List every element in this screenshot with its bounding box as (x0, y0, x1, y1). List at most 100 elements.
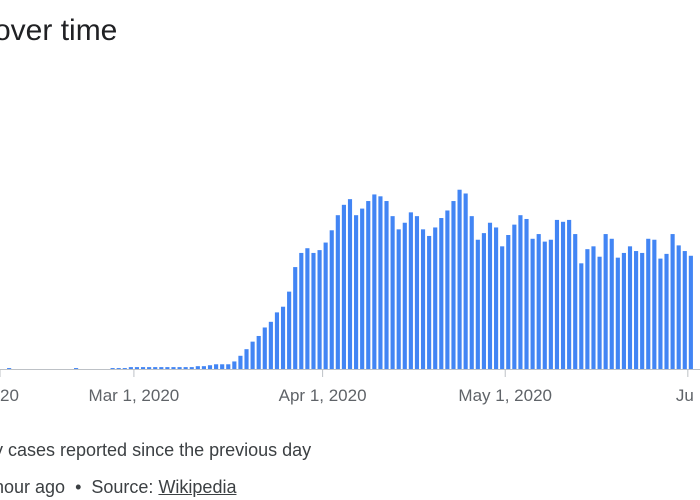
bar-day-100[interactable] (603, 234, 608, 369)
bar-day-104[interactable] (627, 246, 633, 369)
bar-day-66[interactable] (396, 229, 401, 369)
bar-day-62[interactable] (372, 194, 377, 369)
bar-day-63[interactable] (378, 196, 383, 369)
bar-day-81[interactable] (487, 222, 493, 369)
bar-day-31[interactable] (183, 367, 188, 369)
bar-day-88[interactable] (530, 238, 535, 369)
bar-day-74[interactable] (445, 210, 450, 369)
bar-day-39[interactable] (232, 361, 237, 369)
bar-day-80[interactable] (481, 233, 486, 369)
bar-day-85[interactable] (512, 224, 517, 369)
bar-day-98[interactable] (591, 246, 596, 369)
bar-day-75[interactable] (451, 201, 456, 369)
bar-day-30[interactable] (177, 367, 182, 369)
bar-day-84[interactable] (506, 235, 511, 369)
bar-day-92[interactable] (554, 219, 560, 369)
bar-day-34[interactable] (201, 366, 206, 369)
bar-day-93[interactable] (560, 221, 566, 369)
bar-day-2[interactable] (7, 368, 12, 369)
bar-day-52[interactable] (311, 252, 316, 369)
bar-day-90[interactable] (542, 241, 547, 369)
bar-day-21[interactable] (122, 368, 127, 369)
x-tick-label: May 1, 2020 (458, 386, 552, 405)
bar-day-13[interactable] (74, 368, 79, 369)
bar-day-28[interactable] (165, 367, 170, 369)
bar-day-58[interactable] (347, 199, 353, 369)
bar-day-77[interactable] (463, 193, 468, 369)
bar-day-49[interactable] (293, 267, 298, 369)
bar-day-70[interactable] (420, 229, 426, 369)
bar-day-114[interactable] (688, 255, 693, 369)
bar-day-45[interactable] (268, 321, 273, 369)
bar-day-55[interactable] (329, 230, 334, 369)
bar-day-42[interactable] (250, 341, 255, 369)
bar-day-54[interactable] (323, 242, 328, 369)
bar-day-68[interactable] (408, 212, 413, 369)
bar-day-112[interactable] (676, 245, 681, 369)
bar-day-19[interactable] (110, 368, 115, 369)
bar-day-61[interactable] (366, 201, 371, 369)
bar-day-36[interactable] (214, 364, 219, 369)
bar-day-24[interactable] (140, 367, 146, 369)
bar-day-33[interactable] (195, 366, 200, 369)
bar-day-53[interactable] (317, 250, 322, 369)
bar-day-94[interactable] (567, 219, 572, 369)
bar-day-69[interactable] (414, 216, 420, 369)
bar-day-78[interactable] (469, 216, 474, 369)
bar-day-87[interactable] (524, 218, 529, 369)
bar-day-91[interactable] (548, 239, 553, 369)
bar-day-105[interactable] (634, 251, 639, 369)
bar-day-26[interactable] (153, 367, 158, 369)
bar-day-40[interactable] (238, 355, 243, 369)
bar-day-44[interactable] (262, 327, 267, 369)
bar-day-111[interactable] (670, 234, 675, 369)
bar-day-20[interactable] (116, 368, 121, 369)
bar-day-67[interactable] (402, 222, 407, 369)
bar-day-29[interactable] (171, 367, 176, 369)
bar-day-101[interactable] (609, 238, 614, 369)
bar-day-97[interactable] (585, 249, 590, 369)
bar-day-71[interactable] (427, 235, 432, 369)
source-link[interactable]: Wikipedia (158, 477, 237, 497)
bar-day-113[interactable] (682, 251, 687, 369)
bar-day-37[interactable] (220, 364, 225, 369)
bar-day-43[interactable] (256, 335, 261, 369)
bar-day-46[interactable] (274, 312, 280, 369)
bar-day-102[interactable] (615, 257, 620, 369)
bar-day-99[interactable] (597, 256, 602, 369)
bar-day-22[interactable] (128, 367, 133, 369)
bar-day-83[interactable] (500, 246, 505, 369)
bar-day-57[interactable] (341, 204, 346, 369)
bar-day-60[interactable] (360, 208, 365, 369)
bar-day-96[interactable] (579, 263, 584, 369)
bar-day-103[interactable] (621, 252, 626, 369)
bar-day-73[interactable] (439, 218, 444, 369)
bar-day-48[interactable] (287, 291, 292, 369)
bar-day-72[interactable] (433, 227, 438, 369)
bar-day-65[interactable] (390, 216, 395, 369)
bar-day-38[interactable] (226, 364, 231, 369)
bar-day-64[interactable] (384, 201, 389, 369)
bar-day-107[interactable] (646, 238, 651, 369)
bar-day-79[interactable] (475, 239, 480, 369)
bar-day-23[interactable] (134, 367, 140, 369)
bar-day-110[interactable] (664, 253, 669, 369)
bar-day-106[interactable] (640, 252, 645, 369)
bar-day-82[interactable] (494, 227, 499, 369)
bar-day-59[interactable] (354, 215, 359, 369)
bar-day-108[interactable] (652, 239, 657, 369)
bar-day-89[interactable] (536, 234, 541, 369)
bar-day-86[interactable] (518, 215, 523, 369)
bar-day-51[interactable] (305, 248, 310, 369)
bar-day-76[interactable] (457, 189, 462, 369)
bar-day-47[interactable] (280, 306, 286, 369)
bar-day-109[interactable] (658, 258, 663, 369)
bar-day-32[interactable] (189, 367, 194, 369)
bar-day-35[interactable] (207, 365, 213, 369)
bar-day-27[interactable] (159, 367, 164, 369)
bar-day-25[interactable] (147, 367, 152, 369)
bar-day-41[interactable] (244, 349, 249, 369)
bar-day-50[interactable] (299, 252, 304, 369)
bar-day-95[interactable] (573, 234, 578, 369)
bar-day-56[interactable] (335, 215, 340, 369)
